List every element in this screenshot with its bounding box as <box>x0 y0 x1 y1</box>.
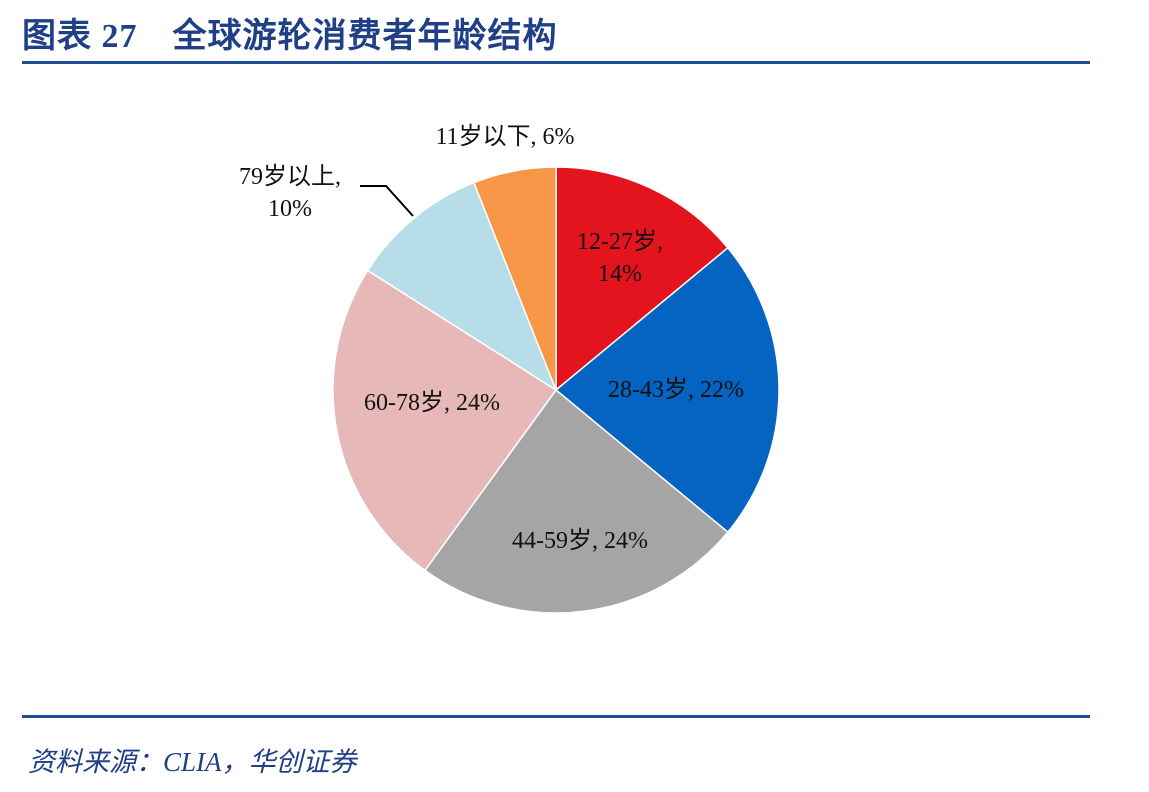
data-label: 11岁以下, 6% <box>435 124 575 150</box>
pie-slice <box>554 246 780 534</box>
pie-slice <box>472 166 557 391</box>
data-label: 44-59岁, 24% <box>512 528 648 554</box>
pie-slice <box>555 166 729 392</box>
footer-rule <box>22 715 1090 718</box>
pie-slice <box>423 388 729 614</box>
data-label: 28-43岁, 22% <box>608 377 744 403</box>
source-note: 资料来源：CLIA，华创证券 <box>28 747 357 777</box>
pie-slice <box>332 269 558 572</box>
data-label: 79岁以上, 10% <box>239 164 341 222</box>
chart-title: 图表 27 全球游轮消费者年龄结构 <box>22 18 558 55</box>
title-rule <box>22 61 1090 64</box>
data-label: 12-27岁, 14% <box>577 229 663 287</box>
data-label: 60-78岁, 24% <box>364 390 500 416</box>
leader-line <box>360 185 414 217</box>
pie-slice <box>366 181 558 392</box>
